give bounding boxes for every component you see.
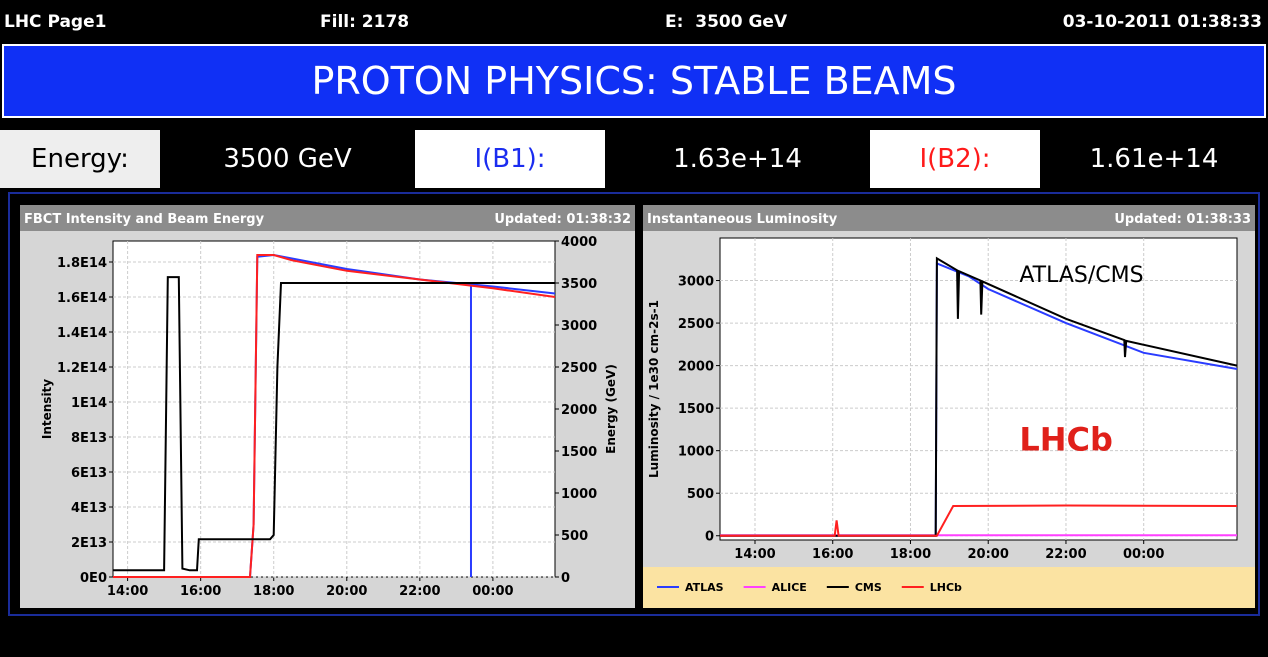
b1-value: 1.63e+14 — [673, 144, 802, 174]
y2-tick-label: 1500 — [561, 445, 597, 460]
panel-frame — [8, 192, 1260, 616]
annotation: ATLAS/CMS — [1019, 263, 1143, 288]
x-tick-label: 22:00 — [399, 584, 440, 599]
y-tick-label: 8E13 — [71, 431, 107, 446]
series-line — [720, 256, 1238, 537]
y-tick-label: 4E13 — [71, 501, 107, 516]
y-tick-label: 1500 — [678, 402, 714, 417]
y2-tick-label: 500 — [561, 529, 588, 544]
y-tick-label: 2000 — [678, 360, 714, 375]
y-tick-label: 1.4E14 — [57, 326, 107, 341]
panel-title: Instantaneous Luminosity — [647, 212, 838, 227]
x-tick-label: 20:00 — [968, 547, 1009, 562]
x-tick-label: 18:00 — [253, 584, 294, 599]
legend-label: ATLAS — [685, 581, 724, 594]
y-tick-label: 1E14 — [71, 396, 107, 411]
y-axis-label: Intensity — [40, 379, 54, 439]
y-tick-label: 1.6E14 — [57, 291, 107, 306]
legend-label: ALICE — [772, 581, 807, 594]
y-tick-label: 0E0 — [80, 571, 107, 586]
x-tick-label: 00:00 — [472, 584, 513, 599]
legend-label: LHCb — [930, 581, 962, 594]
y-tick-label: 2E13 — [71, 536, 107, 551]
y-axis-label: Luminosity / 1e30 cm-2s-1 — [647, 300, 661, 478]
fill: Fill: 2178 — [320, 12, 410, 32]
y-tick-label: 0 — [705, 530, 714, 545]
panel-header — [643, 205, 1255, 231]
b1-label: I(B1): — [415, 130, 605, 188]
x-tick-label: 14:00 — [734, 547, 775, 562]
y-tick-label: 2500 — [678, 317, 714, 332]
y2-tick-label: 3500 — [561, 277, 597, 292]
x-tick-label: 14:00 — [107, 584, 148, 599]
y-tick-label: 500 — [687, 487, 714, 502]
y-tick-label: 3000 — [678, 275, 714, 290]
y-tick-label: 6E13 — [71, 466, 107, 481]
plot-area — [719, 237, 1238, 541]
series-line — [720, 504, 1238, 537]
b2-label: I(B2): — [870, 130, 1040, 188]
panel-updated: Updated: 01:38:32 — [494, 212, 631, 227]
x-tick-label: 18:00 — [890, 547, 931, 562]
luminosity-chart: Instantaneous Luminosity Updated: 01:38:3… — [643, 205, 1255, 608]
b2-value: 1.61e+14 — [1089, 144, 1219, 174]
panel-updated: Updated: 01:38:33 — [1114, 212, 1251, 227]
y2-tick-label: 2500 — [561, 361, 597, 376]
energy-label: Energy: — [0, 130, 160, 188]
x-tick-label: 22:00 — [1045, 547, 1086, 562]
y2-tick-label: 2000 — [561, 403, 597, 418]
series-line — [113, 276, 555, 572]
y2-tick-label: 4000 — [561, 235, 597, 250]
datetime: 03-10-2011 01:38:33 — [1062, 12, 1262, 32]
y-tick-label: 1000 — [678, 445, 714, 460]
energy-value: 3500 GeV — [223, 144, 352, 174]
page-name: LHC Page1 — [4, 12, 107, 32]
y2-axis-label: Energy (GeV) — [604, 364, 618, 454]
x-tick-label: 16:00 — [180, 584, 221, 599]
y2-tick-label: 3000 — [561, 319, 597, 334]
banner: PROTON PHYSICS: STABLE BEAMS — [2, 44, 1266, 118]
annotation: LHCb — [1019, 421, 1113, 459]
x-tick-label: 00:00 — [1123, 547, 1164, 562]
panel-header — [20, 205, 635, 231]
legend-label: CMS — [855, 581, 882, 594]
intensity-chart: FBCT Intensity and Beam Energy Updated: 0… — [20, 205, 635, 608]
y2-tick-label: 0 — [561, 571, 570, 586]
panel-title: FBCT Intensity and Beam Energy — [24, 212, 265, 227]
y2-tick-label: 1000 — [561, 487, 597, 502]
y-tick-label: 1.2E14 — [57, 361, 107, 376]
x-tick-label: 20:00 — [326, 584, 367, 599]
x-tick-label: 16:00 — [812, 547, 853, 562]
y-tick-label: 1.8E14 — [57, 256, 107, 271]
beam-energy: E: 3500 GeV — [665, 12, 788, 32]
